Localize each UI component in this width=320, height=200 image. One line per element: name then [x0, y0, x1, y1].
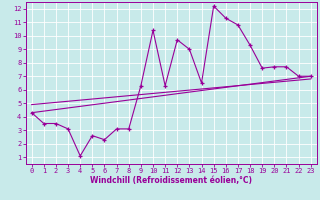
X-axis label: Windchill (Refroidissement éolien,°C): Windchill (Refroidissement éolien,°C): [90, 176, 252, 185]
